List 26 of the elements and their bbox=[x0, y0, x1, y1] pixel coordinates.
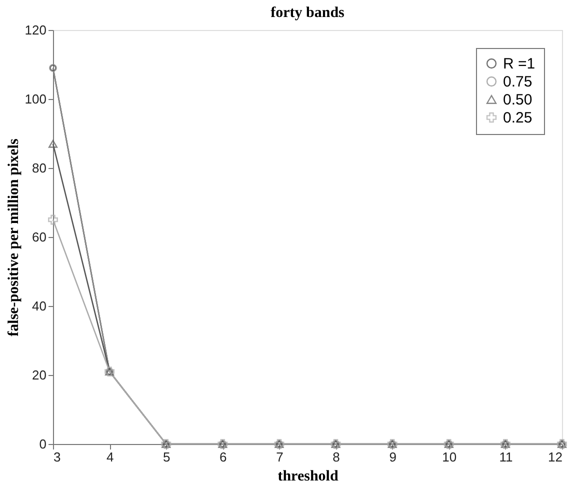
y-tick-label: 80 bbox=[32, 160, 46, 176]
y-axis-title: false-positive per million pixels bbox=[6, 138, 22, 336]
x-tick-label: 3 bbox=[54, 450, 61, 464]
y-tick-label: 120 bbox=[24, 22, 46, 38]
x-axis-title: threshold bbox=[278, 468, 339, 484]
x-tick-label: 9 bbox=[389, 450, 396, 464]
x-tick-label: 10 bbox=[442, 450, 457, 464]
legend-label: 0.75 bbox=[503, 74, 532, 90]
chart-title: forty bands bbox=[270, 5, 345, 21]
x-tick-label: 4 bbox=[106, 450, 114, 464]
legend-label: R =1 bbox=[503, 56, 536, 72]
y-tick-label: 60 bbox=[32, 230, 46, 244]
y-tick-label: 100 bbox=[24, 92, 46, 106]
legend-label: 0.25 bbox=[503, 110, 532, 126]
y-tick-label: 20 bbox=[32, 368, 46, 382]
x-tick-label: 7 bbox=[276, 450, 284, 464]
x-tick-label: 8 bbox=[332, 450, 340, 464]
point bbox=[48, 140, 58, 148]
y-tick-label: 0 bbox=[39, 436, 46, 452]
x-tick-label: 12 bbox=[548, 450, 562, 464]
legend-label: 0.50 bbox=[503, 92, 532, 108]
y-tick-label: 40 bbox=[32, 298, 46, 314]
x-tick-label: 5 bbox=[162, 450, 170, 464]
point bbox=[48, 214, 58, 225]
x-tick-label: 11 bbox=[499, 450, 513, 464]
x-tick-label: 6 bbox=[220, 450, 227, 464]
